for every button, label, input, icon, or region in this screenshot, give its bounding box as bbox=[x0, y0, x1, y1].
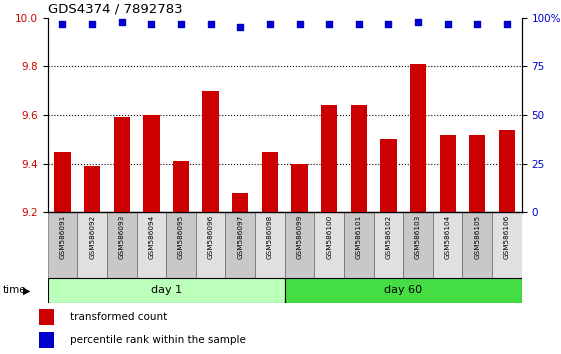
Text: GSM586093: GSM586093 bbox=[119, 215, 125, 259]
Bar bbox=[173, 161, 189, 212]
Text: GSM586097: GSM586097 bbox=[237, 215, 243, 259]
Bar bbox=[492, 212, 522, 278]
Text: percentile rank within the sample: percentile rank within the sample bbox=[71, 335, 246, 345]
Bar bbox=[203, 91, 219, 212]
Text: day 1: day 1 bbox=[151, 285, 182, 295]
Bar bbox=[462, 212, 492, 278]
Bar bbox=[39, 332, 54, 348]
Text: GSM586099: GSM586099 bbox=[297, 215, 302, 259]
Bar bbox=[166, 212, 196, 278]
Point bbox=[177, 21, 186, 26]
Text: GDS4374 / 7892783: GDS4374 / 7892783 bbox=[48, 2, 182, 15]
Bar bbox=[284, 212, 314, 278]
Bar bbox=[107, 212, 136, 278]
Point bbox=[58, 21, 67, 26]
Bar bbox=[255, 212, 284, 278]
Point bbox=[413, 19, 422, 24]
Text: GSM586096: GSM586096 bbox=[208, 215, 214, 259]
Text: GSM586106: GSM586106 bbox=[504, 215, 510, 259]
Point bbox=[147, 21, 156, 26]
Text: GSM586091: GSM586091 bbox=[59, 215, 66, 259]
Bar bbox=[321, 105, 337, 212]
Bar bbox=[433, 212, 462, 278]
Text: GSM586100: GSM586100 bbox=[326, 215, 332, 259]
Point bbox=[503, 21, 512, 26]
Text: GSM586102: GSM586102 bbox=[385, 215, 392, 259]
Point bbox=[88, 21, 96, 26]
Point bbox=[295, 21, 304, 26]
Bar bbox=[262, 152, 278, 212]
Text: GSM586092: GSM586092 bbox=[89, 215, 95, 259]
Bar bbox=[439, 135, 456, 212]
Bar bbox=[84, 166, 100, 212]
Point bbox=[325, 21, 334, 26]
Point bbox=[473, 21, 482, 26]
Point bbox=[355, 21, 364, 26]
Bar bbox=[403, 212, 433, 278]
Bar bbox=[291, 164, 307, 212]
Text: time: time bbox=[3, 285, 26, 295]
Bar bbox=[136, 212, 166, 278]
Bar bbox=[226, 212, 255, 278]
Text: GSM586105: GSM586105 bbox=[474, 215, 480, 259]
Bar bbox=[196, 212, 226, 278]
Bar bbox=[284, 278, 522, 303]
Bar bbox=[499, 130, 515, 212]
Bar bbox=[143, 115, 159, 212]
Bar bbox=[77, 212, 107, 278]
Text: GSM586101: GSM586101 bbox=[356, 215, 362, 259]
Text: GSM586095: GSM586095 bbox=[178, 215, 184, 259]
Bar bbox=[48, 278, 284, 303]
Point bbox=[236, 24, 245, 30]
Point bbox=[117, 19, 126, 24]
Text: GSM586104: GSM586104 bbox=[445, 215, 450, 259]
Bar bbox=[54, 152, 71, 212]
Text: transformed count: transformed count bbox=[71, 312, 168, 322]
Bar bbox=[469, 135, 485, 212]
Bar bbox=[344, 212, 374, 278]
Text: day 60: day 60 bbox=[384, 285, 422, 295]
Bar bbox=[48, 212, 77, 278]
Bar bbox=[114, 118, 130, 212]
Bar bbox=[410, 64, 426, 212]
Point bbox=[265, 21, 274, 26]
Bar bbox=[314, 212, 344, 278]
Bar bbox=[232, 193, 249, 212]
Point bbox=[206, 21, 215, 26]
Bar bbox=[380, 139, 397, 212]
Text: GSM586098: GSM586098 bbox=[267, 215, 273, 259]
Bar bbox=[374, 212, 403, 278]
Bar bbox=[39, 309, 54, 325]
Point bbox=[384, 21, 393, 26]
Text: ▶: ▶ bbox=[23, 285, 31, 295]
Bar bbox=[351, 105, 367, 212]
Text: GSM586094: GSM586094 bbox=[148, 215, 154, 259]
Text: GSM586103: GSM586103 bbox=[415, 215, 421, 259]
Point bbox=[443, 21, 452, 26]
